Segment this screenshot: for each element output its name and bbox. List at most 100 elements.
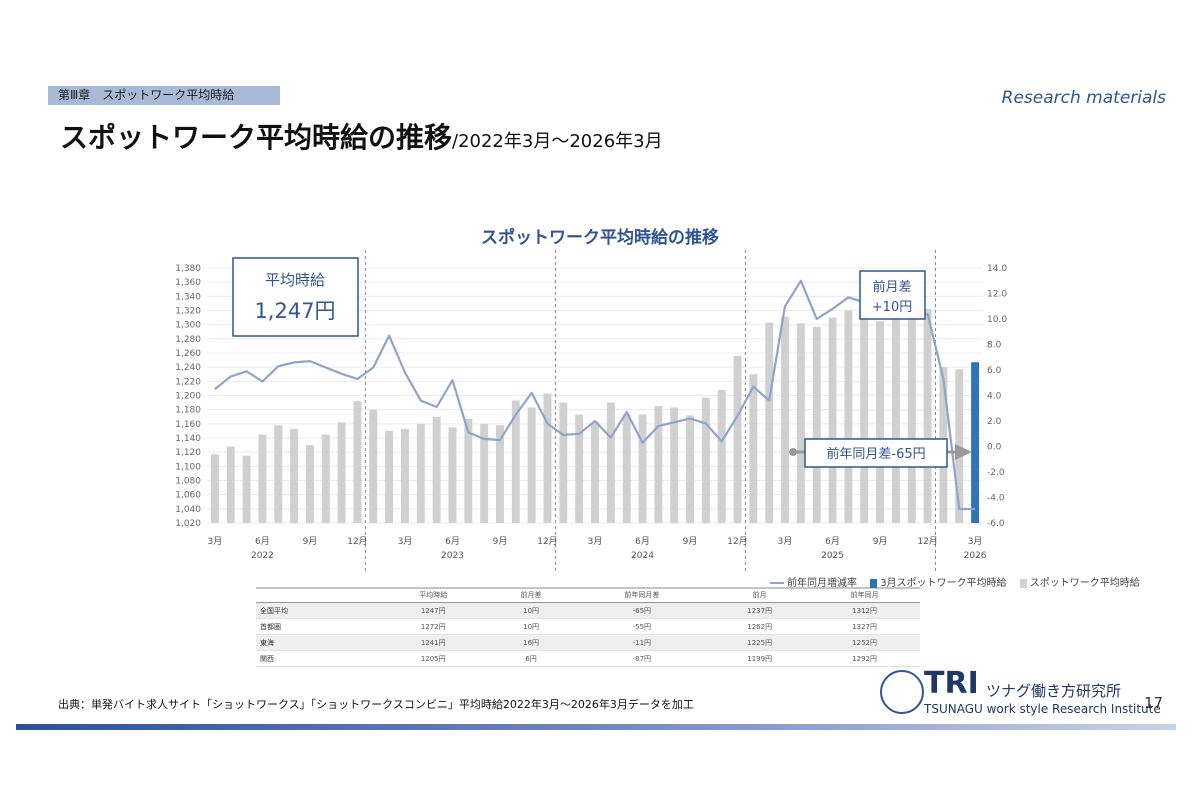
- legend-bar-label: スポットワーク平均時給: [1029, 578, 1140, 589]
- x-tick-label: 9月: [303, 536, 318, 547]
- table-cell: 1327円: [809, 618, 920, 635]
- y-left-tick-label: 1,320: [175, 307, 201, 317]
- magnifier-logo-icon: [880, 670, 924, 714]
- legend-highlight-swatch: [870, 578, 878, 588]
- bar: [448, 427, 457, 523]
- x-tick-label: 12月: [727, 536, 747, 547]
- table-cell: 関西: [256, 650, 378, 667]
- table-cell: 1237円: [710, 602, 810, 619]
- bar: [511, 400, 520, 523]
- bar: [923, 309, 932, 523]
- bar: [527, 407, 536, 523]
- y-right-tick-label: 8.0: [987, 341, 1002, 351]
- mom-callout-label: 前月差: [872, 279, 911, 295]
- bar: [559, 402, 568, 523]
- mom-callout-box: [859, 270, 926, 320]
- chapter-label: 第Ⅲ章 スポットワーク平均時給: [48, 86, 280, 105]
- research-materials-label: Research materials: [1001, 88, 1166, 108]
- yoy-arrow-head: [955, 444, 972, 460]
- bar: [210, 454, 219, 523]
- x-tick-label: 6月: [825, 536, 840, 547]
- bar: [226, 446, 235, 523]
- x-tick-label: 9月: [873, 536, 888, 547]
- y-right-tick-label: 0.0: [987, 443, 1002, 453]
- table-cell: 1272円: [377, 618, 489, 635]
- y-right-tick-label: 6.0: [987, 366, 1002, 376]
- table-cell: 1292円: [809, 650, 920, 667]
- bar: [258, 434, 267, 523]
- table-header-row: 平均時給 前月差 前年同月差 前月 前年同月: [256, 588, 920, 603]
- bar: [242, 455, 251, 523]
- table-cell: 10円: [488, 618, 574, 635]
- y-right-tick-label: 14.0: [987, 264, 1007, 274]
- y-left-tick-label: 1,220: [175, 377, 201, 387]
- table-cell: 東海: [256, 634, 378, 651]
- bar: [385, 430, 394, 523]
- y-right-tick-label: -4.0: [987, 494, 1005, 504]
- bar: [416, 423, 425, 523]
- bar: [321, 434, 330, 523]
- table-cell: 10円: [488, 602, 574, 619]
- bar: [274, 425, 283, 523]
- y-left-tick-label: 1,040: [175, 505, 201, 515]
- table-cell: 1241円: [377, 634, 489, 651]
- x-tick-label: 3月: [968, 536, 983, 547]
- year-label: 2024: [631, 551, 654, 561]
- x-tick-label: 9月: [683, 536, 698, 547]
- y-left-tick-label: 1,300: [175, 321, 201, 331]
- table-header: 平均時給: [377, 588, 489, 603]
- source-note: 出典：単発バイト求人サイト「ショットワークス」「ショットワークスコンビニ」平均時…: [58, 698, 694, 711]
- table-cell: 1247円: [377, 602, 489, 619]
- x-tick-label: 12月: [917, 536, 937, 547]
- bar: [812, 326, 821, 523]
- bar: [860, 316, 869, 523]
- y-left-tick-label: 1,020: [175, 519, 201, 529]
- y-right-tick-label: 4.0: [987, 392, 1002, 402]
- y-left-tick-label: 1,260: [175, 349, 201, 359]
- year-label: 2022: [251, 551, 274, 561]
- avg-callout-value: 1,247円: [254, 299, 335, 323]
- yoy-rate-line: [214, 279, 976, 511]
- table-cell: 1252円: [809, 634, 920, 651]
- bar: [733, 355, 742, 523]
- table-cell: 1262円: [710, 618, 810, 635]
- x-tick-label: 3月: [588, 536, 603, 547]
- bar: [353, 401, 362, 523]
- page-title-period: /2022年3月～2026年3月: [452, 131, 663, 152]
- x-tick-label: 6月: [445, 536, 460, 547]
- y-left-tick-label: 1,180: [175, 406, 201, 416]
- bar: [907, 317, 916, 523]
- bar: [432, 416, 441, 523]
- table-cell: 首都圏: [256, 618, 378, 635]
- table-header: 前年同月差: [573, 588, 711, 603]
- y-right-tick-label: -6.0: [987, 519, 1005, 529]
- bar: [765, 322, 774, 523]
- logo-en-text: TSUNAGU work style Research Institute: [924, 702, 1161, 716]
- table-cell: 1199円: [710, 650, 810, 667]
- bottom-bar: [16, 724, 1176, 730]
- x-tick-label: 12月: [347, 536, 367, 547]
- yoy-callout-label: 前年同月差-65円: [826, 446, 925, 462]
- y-left-tick-label: 1,240: [175, 363, 201, 373]
- year-label: 2025: [821, 551, 844, 561]
- bar: [480, 423, 489, 523]
- x-tick-label: 3月: [398, 536, 413, 547]
- y-right-tick-label: 10.0: [987, 315, 1007, 325]
- highlight-bar: [971, 362, 980, 523]
- y-right-tick-label: 2.0: [987, 417, 1002, 427]
- x-tick-label: 3月: [208, 536, 223, 547]
- table-cell: 1205円: [377, 650, 489, 667]
- table-header: [256, 588, 378, 603]
- legend-highlight-label: 3月スポットワーク平均時給: [880, 578, 1007, 589]
- chart-legend: 前年同月増減率 3月スポットワーク平均時給 スポットワーク平均時給: [770, 574, 1140, 589]
- bar: [749, 374, 758, 523]
- bar: [844, 310, 853, 523]
- y-left-tick-label: 1,280: [175, 335, 201, 345]
- logo-jp-text: ツナグ働き方研究所: [986, 682, 1122, 700]
- page-title-main: スポットワーク平均時給の推移: [60, 121, 453, 154]
- bar: [701, 397, 710, 523]
- bar: [337, 422, 346, 523]
- regional-table: 平均時給 前月差 前年同月差 前月 前年同月 全国平均 1247円 10円 -6…: [256, 588, 920, 667]
- table-cell: 1225円: [710, 634, 810, 651]
